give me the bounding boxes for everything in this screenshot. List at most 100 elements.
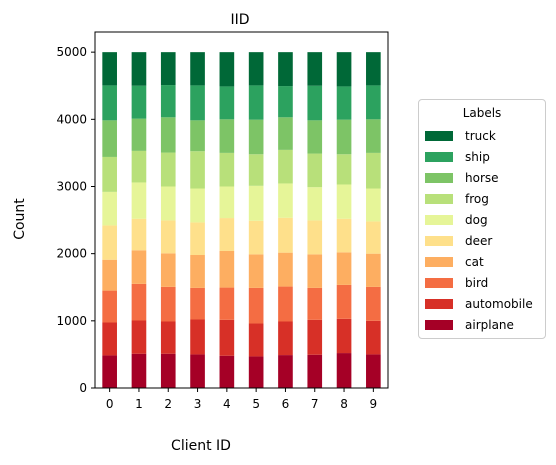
x-tick-label: 9 <box>370 397 378 411</box>
bar-segment-dog-client-5 <box>248 185 264 221</box>
x-tick-label: 1 <box>135 397 143 411</box>
legend-label: cat <box>465 255 484 269</box>
bar-segment-frog-client-0 <box>102 156 117 192</box>
bar-segment-automobile-client-1 <box>131 320 147 354</box>
x-tick-label: 0 <box>106 397 114 411</box>
bar-segment-dog-client-6 <box>278 183 293 218</box>
bar-segment-truck-client-4 <box>219 52 235 87</box>
bar-segment-bird-client-6 <box>278 286 293 322</box>
bar-segment-bird-client-9 <box>366 286 381 321</box>
x-tick-label: 8 <box>340 397 348 411</box>
x-tick-label: 6 <box>282 397 290 411</box>
bar-segment-frog-client-1 <box>131 150 147 183</box>
bar-segment-airplane-client-9 <box>366 354 381 388</box>
bar-segment-cat-client-0 <box>102 259 117 291</box>
bar-segment-horse-client-5 <box>248 119 264 155</box>
bar-segment-horse-client-6 <box>278 117 293 150</box>
bar-segment-truck-client-5 <box>248 52 264 86</box>
legend-swatch <box>425 173 453 183</box>
y-ticks: 0 1000 2000 3000 4000 5000 <box>56 45 95 395</box>
plot-frame <box>94 31 389 389</box>
bar-segment-airplane-client-7 <box>307 354 323 388</box>
bar-segment-airplane-client-5 <box>248 356 264 388</box>
bar-segment-truck-client-8 <box>336 52 352 87</box>
bar-segment-horse-client-3 <box>190 120 205 152</box>
bar-segment-ship-client-5 <box>248 85 264 120</box>
legend-label: truck <box>465 129 496 143</box>
bar-segment-dog-client-7 <box>307 187 323 221</box>
bar-segment-deer-client-4 <box>219 218 235 251</box>
bar-segment-truck-client-2 <box>160 52 176 86</box>
legend-item-bird: bird <box>425 275 488 291</box>
legend-label: airplane <box>465 318 514 332</box>
legend-swatch <box>425 320 453 330</box>
bar-segment-airplane-client-1 <box>131 353 147 388</box>
bar-segment-airplane-client-8 <box>336 353 352 388</box>
x-tick-label: 4 <box>223 397 231 411</box>
x-tick-label: 5 <box>252 397 260 411</box>
y-tick-label: 5000 <box>56 45 87 59</box>
bar-segment-truck-client-9 <box>366 52 381 86</box>
bar-segment-frog-client-6 <box>278 149 293 184</box>
bar-segment-airplane-client-2 <box>160 353 176 388</box>
bar-segment-dog-client-3 <box>190 188 205 223</box>
bar-segment-deer-client-9 <box>366 221 381 254</box>
bar-segment-ship-client-8 <box>336 86 352 120</box>
bar-segment-airplane-client-3 <box>190 354 205 388</box>
x-tick-label: 7 <box>311 397 319 411</box>
x-tick-label: 3 <box>194 397 202 411</box>
bar-segment-airplane-client-6 <box>278 355 293 388</box>
bar-segment-cat-client-2 <box>160 253 176 287</box>
legend-label: deer <box>465 234 493 248</box>
legend-swatch <box>425 194 453 204</box>
chart-title: IID <box>230 12 249 28</box>
legend-label: automobile <box>465 297 533 311</box>
bar-segment-deer-client-1 <box>131 218 147 251</box>
x-axis-label: Client ID <box>171 438 231 454</box>
legend-label: frog <box>465 192 489 206</box>
legend-swatch <box>425 236 453 246</box>
bar-segment-automobile-client-3 <box>190 319 205 355</box>
bar-segment-frog-client-4 <box>219 152 235 187</box>
bar-segment-horse-client-9 <box>366 119 381 153</box>
x-ticks: 0 1 2 3 4 5 6 7 8 9 <box>106 388 377 411</box>
bar-segment-cat-client-6 <box>278 252 293 287</box>
bar-segment-frog-client-3 <box>190 151 205 189</box>
bar-segment-ship-client-6 <box>278 86 293 118</box>
bar-segment-automobile-client-0 <box>102 322 117 356</box>
bar-segment-bird-client-0 <box>102 290 117 323</box>
legend-swatch <box>425 299 453 309</box>
bar-segment-bird-client-4 <box>219 287 235 320</box>
bar-segment-bird-client-5 <box>248 287 264 324</box>
legend-label: dog <box>465 213 488 227</box>
legend-item-automobile: automobile <box>425 296 533 312</box>
bar-segment-horse-client-8 <box>336 119 352 155</box>
bar-segment-dog-client-4 <box>219 186 235 219</box>
bar-segment-cat-client-7 <box>307 254 323 288</box>
bar-segment-dog-client-2 <box>160 186 176 221</box>
bar-segment-bird-client-3 <box>190 287 205 320</box>
bar-segment-horse-client-2 <box>160 117 176 153</box>
bar-segment-deer-client-0 <box>102 225 117 260</box>
bar-segment-frog-client-2 <box>160 152 176 187</box>
bar-segment-ship-client-3 <box>190 85 205 121</box>
bars-group <box>102 52 381 388</box>
bar-segment-truck-client-3 <box>190 52 205 86</box>
legend-swatch <box>425 215 453 225</box>
bar-segment-cat-client-3 <box>190 255 205 288</box>
bar-segment-cat-client-5 <box>248 254 264 288</box>
bar-segment-automobile-client-9 <box>366 320 381 355</box>
bar-segment-deer-client-5 <box>248 220 264 255</box>
legend-item-airplane: airplane <box>425 317 514 333</box>
bar-segment-frog-client-9 <box>366 152 381 189</box>
bar-segment-dog-client-9 <box>366 188 381 222</box>
bar-segment-horse-client-0 <box>102 120 117 157</box>
bar-segment-airplane-client-0 <box>102 355 117 388</box>
bar-segment-cat-client-4 <box>219 250 235 288</box>
bar-segment-truck-client-7 <box>307 52 323 86</box>
bar-segment-dog-client-0 <box>102 191 117 226</box>
bar-segment-truck-client-0 <box>102 52 117 86</box>
bar-segment-automobile-client-8 <box>336 318 352 354</box>
legend-swatch <box>425 278 453 288</box>
